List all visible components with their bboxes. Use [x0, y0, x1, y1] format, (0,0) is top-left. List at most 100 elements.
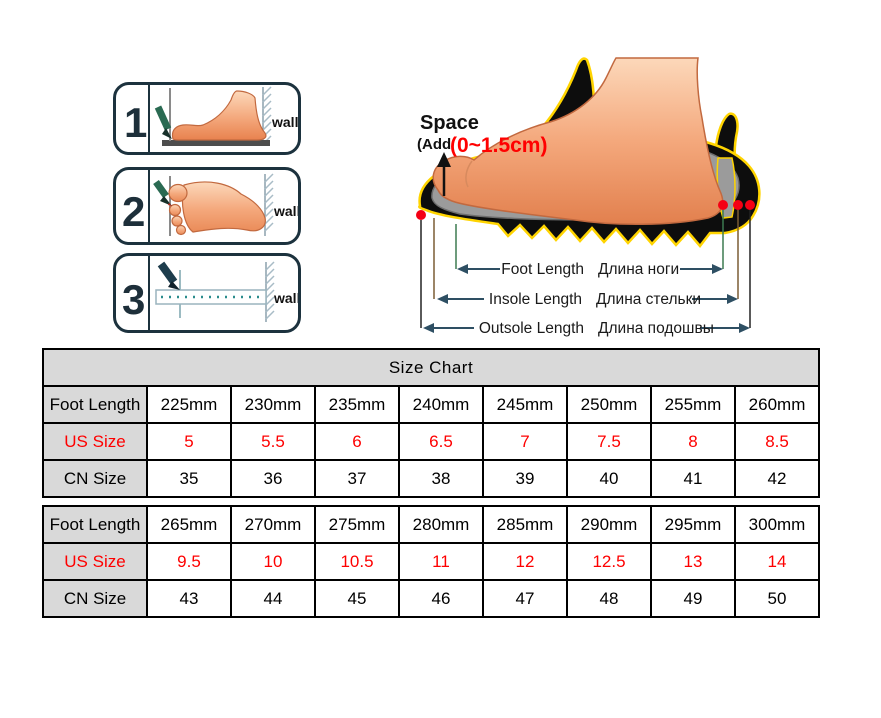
- size-cell: 49: [650, 579, 736, 618]
- measure-step-3: 3 wall: [113, 253, 301, 333]
- outsole-length-arrow: [423, 323, 750, 333]
- size-cell: 43: [146, 579, 232, 618]
- size-cell: 270mm: [230, 505, 316, 544]
- size-cell: 45: [314, 579, 400, 618]
- size-cell: 255mm: [650, 385, 736, 424]
- floor-bar: [162, 140, 270, 146]
- size-cell: 8.5: [733, 422, 821, 461]
- size-cell: 290mm: [566, 505, 652, 544]
- size-cell: 245mm: [482, 385, 568, 424]
- row-label: Foot Length: [42, 385, 148, 424]
- size-cell: 275mm: [314, 505, 400, 544]
- foot-length-row: Foot Length 265mm 270mm 275mm 280mm 285m…: [42, 505, 820, 544]
- measure-guide-lines: [420, 210, 751, 328]
- size-cell: 250mm: [566, 385, 652, 424]
- size-cell: 50: [734, 579, 820, 618]
- insole-length-label-ru: Длина стельки: [596, 291, 701, 308]
- cn-size-row: CN Size 43 44 45 46 47 48 49 50: [42, 579, 820, 618]
- size-cell: 6: [314, 422, 400, 461]
- space-range: (0~1.5cm): [450, 134, 547, 157]
- size-cell: 36: [230, 459, 316, 498]
- foot-length-arrow: [457, 264, 723, 274]
- outsole-length-label-ru: Длина подошвы: [598, 320, 714, 337]
- wall-hatch: [264, 173, 274, 236]
- size-cell: 225mm: [146, 385, 232, 424]
- size-cell: 10.5: [314, 542, 400, 581]
- size-cell: 10: [230, 542, 316, 581]
- ruler-icon: [155, 289, 267, 305]
- measure-point-markers: [416, 200, 755, 220]
- size-chart-title: Size Chart: [41, 348, 821, 387]
- size-cell: 6.5: [398, 422, 484, 461]
- size-cell: 35: [146, 459, 232, 498]
- foot-length-row: Foot Length 225mm 230mm 235mm 240mm 245m…: [42, 385, 821, 424]
- measure-step-2: 2 wall: [113, 167, 301, 245]
- measure-step-1-illustration: 1 wall: [124, 85, 298, 152]
- size-cell: 40: [566, 459, 652, 498]
- wall-label: wall: [273, 290, 298, 306]
- foot-length-label-ru: Длина ноги: [598, 261, 679, 278]
- size-cell: 41: [650, 459, 736, 498]
- size-cell: 300mm: [734, 505, 820, 544]
- foot-side-illustration: [432, 57, 724, 225]
- pencil-icon: [153, 179, 172, 206]
- size-cell: 235mm: [314, 385, 400, 424]
- size-cell: 47: [482, 579, 568, 618]
- size-table-2: Foot Length 265mm 270mm 275mm 280mm 285m…: [42, 505, 820, 618]
- size-cell: 280mm: [398, 505, 484, 544]
- size-cell: 260mm: [733, 385, 821, 424]
- space-arrow-icon: [437, 152, 451, 196]
- outsole-length-label-en: Outsole Length: [479, 320, 584, 337]
- foot-length-label-en: Foot Length: [501, 261, 584, 278]
- space-title: Space: [420, 112, 479, 134]
- step-number: 3: [122, 276, 145, 323]
- size-cell: 240mm: [398, 385, 484, 424]
- size-cell: 12.5: [566, 542, 652, 581]
- size-cell: 38: [398, 459, 484, 498]
- size-chart-title-row: Size Chart: [41, 348, 821, 387]
- step-number: 1: [124, 99, 147, 146]
- foot-measurement-diagram: Space (Add (0~1.5cm) Foot Length Дл: [416, 57, 761, 337]
- row-label: US Size: [42, 542, 148, 581]
- us-size-row: US Size 9.5 10 10.5 11 12 12.5 13 14: [42, 542, 820, 581]
- size-cell: 37: [314, 459, 400, 498]
- size-cell: 9.5: [146, 542, 232, 581]
- wall-label: wall: [273, 203, 298, 219]
- wall-label: wall: [271, 114, 298, 130]
- insole-length-label-en: Insole Length: [489, 291, 582, 308]
- row-label: CN Size: [42, 459, 148, 498]
- cn-size-row: CN Size 35 36 37 38 39 40 41 42: [42, 459, 821, 498]
- size-cell: 285mm: [482, 505, 568, 544]
- size-cell: 7: [482, 422, 568, 461]
- size-cell: 44: [230, 579, 316, 618]
- row-label: CN Size: [42, 579, 148, 618]
- foot-side-illustration: [171, 90, 267, 141]
- insole-length-arrow: [437, 294, 738, 304]
- row-label: US Size: [42, 422, 148, 461]
- size-cell: 13: [650, 542, 736, 581]
- size-cell: 265mm: [146, 505, 232, 544]
- wall-hatch: [265, 261, 275, 322]
- measure-step-3-illustration: 3 wall: [122, 256, 298, 330]
- measure-step-2-illustration: 2 wall: [122, 170, 298, 242]
- pencil-icon: [154, 105, 172, 139]
- size-cell: 39: [482, 459, 568, 498]
- toe-crease: [465, 160, 473, 188]
- size-cell: 42: [733, 459, 821, 498]
- pencil-icon: [157, 261, 180, 290]
- size-cell: 230mm: [230, 385, 316, 424]
- size-cell: 11: [398, 542, 484, 581]
- size-cell: 295mm: [650, 505, 736, 544]
- size-cell: 5: [146, 422, 232, 461]
- size-cell: 14: [734, 542, 820, 581]
- foot-top-illustration: [168, 181, 266, 236]
- size-cell: 8: [650, 422, 736, 461]
- size-cell: 12: [482, 542, 568, 581]
- row-label: Foot Length: [42, 505, 148, 544]
- step-number: 2: [122, 188, 145, 235]
- size-table-1: Size Chart Foot Length 225mm 230mm 235mm…: [41, 348, 821, 498]
- size-cell: 7.5: [566, 422, 652, 461]
- size-cell: 46: [398, 579, 484, 618]
- space-prefix: (Add: [417, 136, 451, 153]
